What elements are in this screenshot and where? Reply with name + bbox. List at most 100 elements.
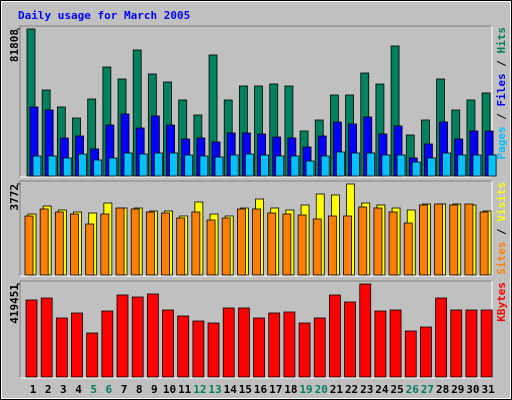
bar — [396, 154, 406, 177]
legend: KBytes — [495, 282, 508, 322]
bar — [290, 155, 300, 177]
bar — [434, 203, 443, 276]
bar — [312, 218, 322, 276]
y-tick-label: 3772 — [8, 184, 21, 211]
x-tick-label: 7 — [121, 383, 128, 396]
bar — [130, 208, 140, 276]
x-tick-label: 11 — [178, 383, 192, 396]
bar — [191, 211, 201, 276]
x-tick-label: 24 — [375, 383, 389, 396]
bar — [464, 203, 474, 276]
bar — [435, 297, 447, 378]
x-tick-label: 8 — [136, 383, 143, 396]
x-tick-label: 21 — [330, 383, 344, 396]
bar — [169, 152, 178, 177]
x-tick-label: 12 — [193, 383, 206, 396]
bar — [146, 293, 159, 378]
bar — [373, 207, 383, 276]
bar — [457, 154, 467, 177]
x-tick-label: 31 — [481, 383, 495, 396]
bar — [62, 157, 72, 177]
legend-entry: Files — [495, 73, 508, 106]
bar — [24, 215, 34, 276]
bar — [54, 211, 64, 276]
bar — [237, 307, 250, 378]
x-tick-label: 26 — [406, 383, 420, 396]
bar — [86, 332, 99, 378]
x-tick-label: 3 — [60, 383, 67, 396]
x-tick-label: 18 — [284, 383, 297, 396]
legend-entry: Visits — [495, 182, 508, 222]
bar — [427, 157, 436, 177]
bar — [343, 215, 352, 276]
bar — [253, 317, 265, 378]
legend-entry: Hits — [495, 27, 508, 54]
bar — [55, 317, 68, 378]
bar — [70, 213, 79, 276]
x-tick-label: 13 — [208, 383, 221, 396]
bar — [328, 294, 341, 378]
bar — [344, 301, 356, 378]
bar — [206, 219, 216, 276]
bar — [93, 159, 103, 177]
x-tick-label: 1 — [30, 383, 37, 396]
bar — [381, 154, 391, 177]
bar — [450, 309, 463, 378]
legend-separator: / — [495, 54, 508, 74]
legend-separator: / — [495, 222, 508, 242]
bar — [388, 211, 398, 276]
bar — [404, 330, 417, 378]
bar — [480, 309, 493, 378]
bar — [305, 160, 315, 177]
bar — [153, 152, 163, 177]
bar — [389, 309, 402, 378]
x-tick-label: 16 — [254, 383, 268, 396]
bar — [374, 310, 387, 378]
bar — [192, 320, 205, 378]
x-tick-label: 14 — [224, 383, 238, 396]
bar — [161, 212, 170, 276]
bar — [359, 283, 372, 378]
y-tick-label: 81808 — [8, 29, 21, 62]
bar — [282, 213, 292, 276]
bar — [283, 311, 296, 378]
bar — [411, 161, 421, 177]
x-tick-label: 10 — [163, 383, 176, 396]
x-tick-label: 23 — [360, 383, 373, 396]
bar — [78, 153, 87, 177]
bar — [472, 154, 482, 177]
x-tick-label: 30 — [466, 383, 479, 396]
bar — [123, 152, 133, 177]
x-tick-label: 17 — [269, 383, 282, 396]
bar — [419, 204, 428, 276]
bar — [131, 296, 144, 378]
x-tick-label: 19 — [299, 383, 312, 396]
legend-entry: KBytes — [495, 282, 508, 322]
x-tick-label: 4 — [75, 383, 82, 396]
bar — [244, 153, 254, 177]
bar — [116, 294, 129, 378]
bar — [442, 152, 451, 177]
x-tick-label: 27 — [421, 383, 434, 396]
x-tick-label: 2 — [45, 383, 52, 396]
bar — [479, 211, 489, 276]
bar — [236, 208, 246, 276]
bar — [25, 299, 38, 378]
legend: Sites / Visits — [495, 182, 508, 275]
y-tick-label: 419451 — [8, 284, 21, 324]
legend-separator: / — [495, 107, 508, 127]
bar — [145, 211, 155, 276]
bar — [298, 322, 311, 378]
x-tick-label: 9 — [151, 383, 158, 396]
bar — [162, 309, 174, 378]
bar — [313, 317, 326, 378]
bar — [101, 310, 114, 378]
bar — [207, 322, 220, 378]
bar — [268, 312, 281, 378]
bar — [100, 213, 110, 276]
bar — [267, 212, 277, 276]
bar — [487, 154, 497, 177]
bar — [32, 155, 42, 177]
